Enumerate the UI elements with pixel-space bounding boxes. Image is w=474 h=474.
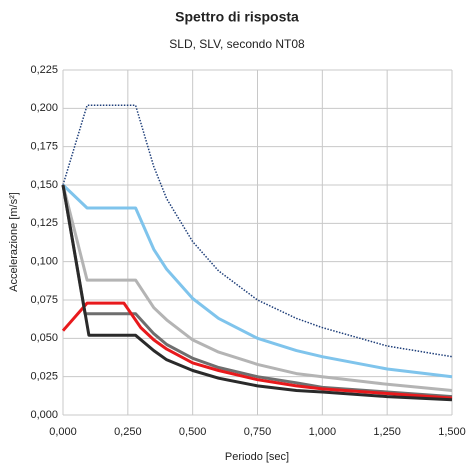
- series-line: [61, 183, 453, 379]
- y-tick-label: 0,000: [30, 409, 58, 421]
- y-tick-label: 0,225: [30, 64, 58, 76]
- y-tick-label: 0,150: [30, 179, 58, 191]
- series-line: [61, 301, 453, 400]
- x-tick-label: 1,000: [309, 426, 337, 438]
- x-tick-label: 0,500: [179, 426, 207, 438]
- y-tick-label: 0,100: [30, 256, 58, 268]
- x-tick-label: 0,250: [114, 426, 142, 438]
- chart-subtitle: SLD, SLV, secondo NT08: [169, 37, 305, 51]
- chart-title: Spettro di risposta: [175, 9, 299, 25]
- y-tick-label: 0,075: [30, 294, 58, 306]
- series-line: [62, 104, 453, 358]
- y-axis-title: Accelerazione [m/s²]: [8, 192, 20, 292]
- y-tick-label: 0,175: [30, 141, 58, 153]
- y-tick-label: 0,050: [30, 332, 58, 344]
- x-tick-label: 0,000: [49, 426, 77, 438]
- x-axis-title: Periodo [sec]: [225, 451, 289, 463]
- x-tick-label: 1,500: [438, 426, 466, 438]
- x-tick-label: 1,250: [373, 426, 401, 438]
- series-line: [61, 184, 453, 402]
- y-tick-label: 0,025: [30, 371, 58, 383]
- x-tick-label: 0,750: [244, 426, 272, 438]
- y-tick-label: 0,125: [30, 217, 58, 229]
- y-tick-label: 0,200: [30, 102, 58, 114]
- series-line: [61, 184, 453, 392]
